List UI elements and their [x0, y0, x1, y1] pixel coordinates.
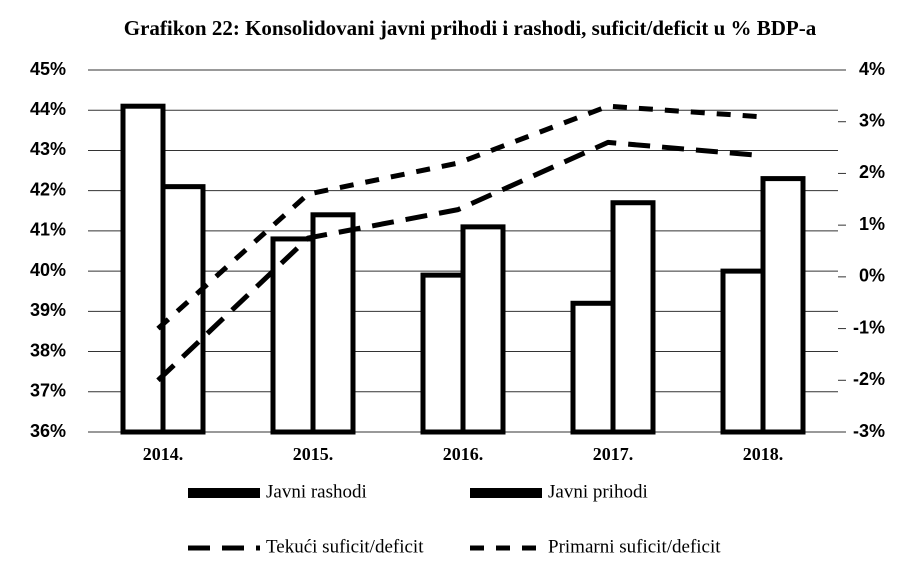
y2-tick-label: 2%: [859, 162, 885, 182]
y2-tick-label: -3%: [853, 421, 885, 441]
y-tick-label: 36%: [30, 421, 66, 441]
y-tick-label: 43%: [30, 139, 66, 159]
y-tick-label: 44%: [30, 99, 66, 119]
legend-label: Tekući suficit/deficit: [266, 536, 424, 557]
y-tick-label: 41%: [30, 220, 66, 240]
y-tick-label: 45%: [30, 59, 66, 79]
x-tick-label: 2015.: [293, 444, 334, 464]
y-tick-label: 42%: [30, 179, 66, 199]
bar: [610, 200, 656, 435]
bar: [310, 212, 356, 435]
legend-swatch: [188, 488, 260, 498]
chart-title: Grafikon 22: Konsolidovani javni prihodi…: [124, 16, 817, 40]
y-tick-label: 40%: [30, 260, 66, 280]
y-tick-label: 39%: [30, 300, 66, 320]
y2-tick-label: -1%: [853, 317, 885, 337]
bar: [460, 224, 506, 435]
y-tick-label: 37%: [30, 381, 66, 401]
bar: [760, 176, 806, 435]
line: [156, 139, 759, 383]
line: [156, 103, 759, 331]
legend-swatch: [470, 488, 542, 498]
y2-tick-label: -2%: [853, 369, 885, 389]
x-tick-label: 2018.: [743, 444, 784, 464]
x-tick-label: 2016.: [443, 444, 484, 464]
y2-tick-label: 0%: [859, 266, 885, 286]
legend-label: Javni rashodi: [266, 481, 367, 502]
bar: [570, 300, 616, 435]
y2-tick-label: 3%: [859, 110, 885, 130]
bar: [120, 103, 166, 435]
legend-label: Javni prihodi: [548, 481, 648, 502]
x-tick-label: 2014.: [143, 444, 184, 464]
bar: [270, 236, 316, 435]
y2-tick-label: 1%: [859, 214, 885, 234]
legend-label: Primarni suficit/deficit: [548, 536, 721, 557]
x-tick-label: 2017.: [593, 444, 634, 464]
y-tick-label: 38%: [30, 340, 66, 360]
bar: [420, 272, 466, 435]
y2-tick-label: 4%: [859, 59, 885, 79]
bar: [720, 268, 766, 435]
